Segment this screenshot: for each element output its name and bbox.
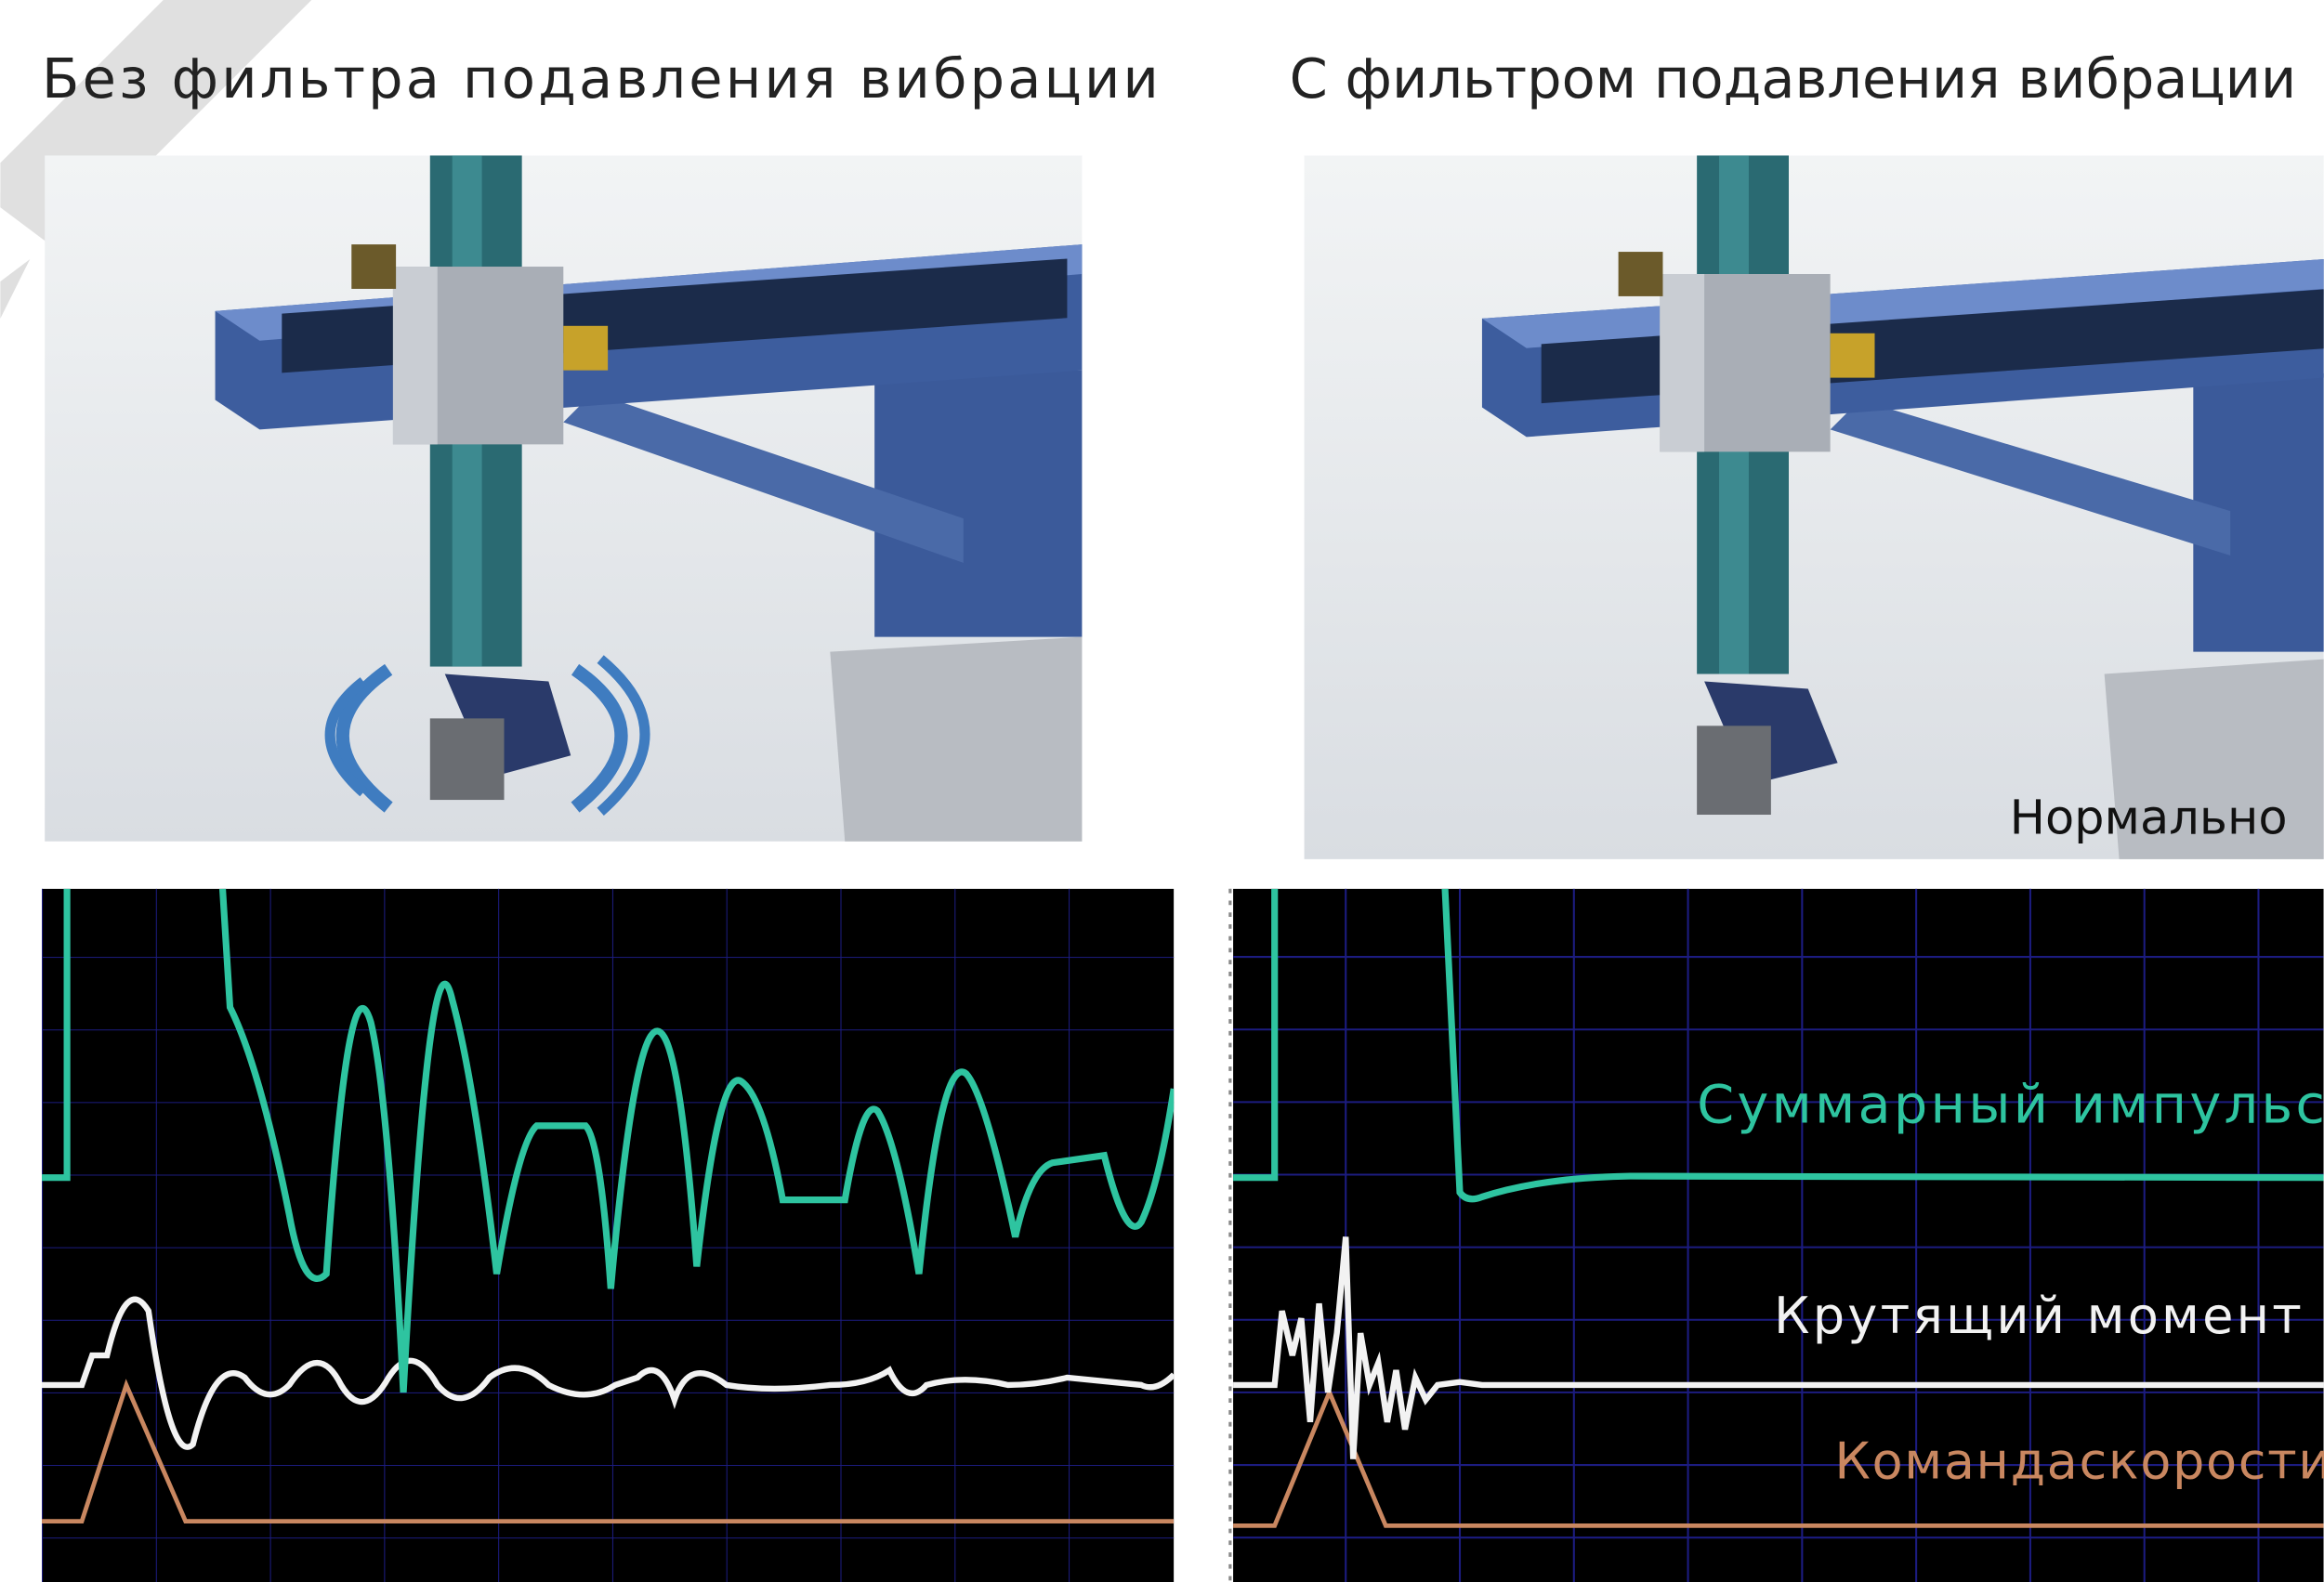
scope-left xyxy=(42,888,1175,1582)
left-title: Без фильтра подавления вибрации xyxy=(42,46,1162,111)
right-title: С фильтром подавления вибрации xyxy=(1290,46,2297,111)
normal-label: Нормально xyxy=(2010,791,2288,846)
machine-right xyxy=(1304,155,2324,859)
machine-left xyxy=(45,155,1083,842)
speed-command-label: Командаскорости xyxy=(1834,1432,2324,1490)
scope-right xyxy=(1233,888,2324,1582)
total-pulse-label: Суммарный импульс xyxy=(1697,1074,2324,1136)
torque-label: Крутящий момент xyxy=(1774,1287,2304,1345)
